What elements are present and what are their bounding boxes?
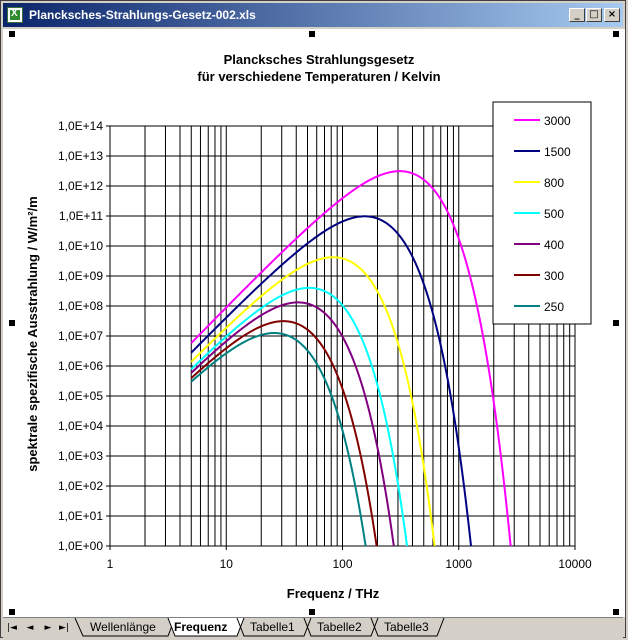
legend-label-300: 300 [544,269,564,283]
selection-handle[interactable] [613,609,619,615]
selection-handle[interactable] [309,609,315,615]
x-tick-label: 10 [220,557,234,571]
chart-subtitle: für verschiedene Temperaturen / Kelvin [197,69,440,84]
next-sheet-button[interactable]: ► [44,623,52,633]
legend-label-250: 250 [544,300,564,314]
minimize-button[interactable]: _ [569,8,585,22]
y-tick-label: 1,0E+08 [58,299,103,313]
y-tick-label: 1,0E+09 [58,269,103,283]
series-line-1500 [190,215,473,547]
series-line-300 [190,320,378,547]
y-axis-label: spektrale spezifische Ausstrahlung / W/m… [25,196,40,471]
previous-sheet-button[interactable]: ◄ [26,623,34,633]
tab-tabelle3[interactable]: Tabelle3 [384,620,429,634]
y-tick-label: 1,0E+12 [58,179,103,193]
x-tick-label: 1000 [445,557,472,571]
legend-label-800: 800 [544,176,564,190]
tab-tabelle1[interactable]: Tabelle1 [250,620,295,634]
tab-tabelle2[interactable]: Tabelle2 [317,620,362,634]
x-tick-labels: 1 10 100 1000 10000 [107,546,592,571]
series-line-500 [190,286,409,547]
legend-label-500: 500 [544,207,564,221]
chart-legend[interactable]: 3000 1500 800 500 400 300 250 [492,101,592,325]
legend-box [492,101,592,325]
sheet-tab-bar: |◄ ◄ ► ►| Wellenlänge Frequenz Tabelle1 … [3,617,623,638]
series-line-250 [190,332,367,547]
selection-handle[interactable] [9,320,15,326]
tab-frequenz[interactable]: Frequenz [174,620,228,634]
y-tick-label: 1,0E+11 [59,209,103,223]
y-tick-label: 1,0E+01 [58,509,103,523]
x-tick-label: 100 [332,557,352,571]
selection-handle[interactable] [613,31,619,37]
y-tick-label: 1,0E+04 [58,419,103,433]
y-tick-label: 1,0E+07 [58,329,103,343]
legend-label-1500: 1500 [544,145,571,159]
first-sheet-button[interactable]: |◄ [7,623,17,633]
series-line-400 [190,301,395,547]
maximize-button[interactable]: □ [586,8,602,22]
y-tick-label: 1,0E+05 [58,389,103,403]
tab-wellenlaenge[interactable]: Wellenlänge [90,620,156,634]
x-axis-label: Frequenz / THz [287,586,380,601]
chart-area[interactable]: 1,0E+00 1,0E+01 1,0E+02 1,0E+03 1,0E+04 1,0E+… [3,29,625,617]
legend-label-3000: 3000 [544,114,571,128]
y-tick-labels: 1,0E+00 1,0E+01 1,0E+02 1,0E+03 1,0E+04 1,0E+… [58,119,110,553]
window-title: Planck­sches-Strahlungs-Gesetz-002.xls [29,8,256,22]
selection-handle[interactable] [9,31,15,37]
tab-outlines [74,618,445,637]
selection-handle[interactable] [9,609,15,615]
y-tick-label: 1,0E+03 [58,449,103,463]
title-bar[interactable]: Planck­sches-Strahlungs-Gesetz-002.xls _… [3,3,623,27]
series-line-3000 [190,170,512,547]
close-button[interactable]: × [604,8,620,22]
chart-title: Plancksches Strahlungsgesetz [224,52,415,67]
excel-icon[interactable] [7,7,23,23]
x-tick-label: 1 [107,557,114,571]
chart-curves [190,170,512,547]
y-tick-label: 1,0E+10 [58,239,103,253]
y-tick-label: 1,0E+13 [58,149,103,163]
chart-sheet[interactable]: 1,0E+00 1,0E+01 1,0E+02 1,0E+03 1,0E+04 1,0E+… [3,29,625,617]
legend-label-400: 400 [544,238,564,252]
x-tick-label: 10000 [558,557,592,571]
y-tick-label: 1,0E+02 [58,479,103,493]
y-tick-label: 1,0E+00 [58,539,103,553]
selection-handle[interactable] [309,31,315,37]
series-line-800 [190,256,436,547]
y-tick-label: 1,0E+06 [58,359,103,373]
selection-handle[interactable] [613,320,619,326]
last-sheet-button[interactable]: ►| [59,623,69,633]
y-tick-label: 1,0E+14 [58,119,103,133]
